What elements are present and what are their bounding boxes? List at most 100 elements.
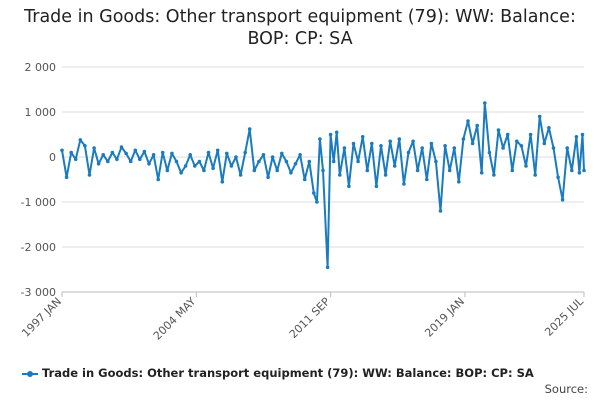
data-point[interactable] bbox=[411, 139, 415, 144]
data-point[interactable] bbox=[284, 159, 289, 164]
data-point[interactable] bbox=[197, 159, 202, 164]
data-point[interactable] bbox=[206, 150, 211, 155]
data-point[interactable] bbox=[234, 155, 238, 159]
data-point[interactable] bbox=[280, 151, 284, 156]
data-point[interactable] bbox=[215, 148, 220, 153]
data-point[interactable] bbox=[298, 153, 302, 157]
data-point[interactable] bbox=[374, 184, 379, 189]
data-point[interactable] bbox=[570, 168, 574, 173]
data-point[interactable] bbox=[524, 164, 528, 168]
data-point[interactable] bbox=[356, 159, 360, 164]
data-point[interactable] bbox=[406, 150, 411, 155]
data-point[interactable] bbox=[128, 159, 133, 164]
data-point[interactable] bbox=[438, 209, 443, 213]
data-point[interactable] bbox=[443, 144, 447, 148]
data-point[interactable] bbox=[577, 171, 582, 175]
data-point[interactable] bbox=[397, 137, 402, 141]
data-point[interactable] bbox=[434, 159, 438, 164]
data-point[interactable] bbox=[243, 150, 247, 155]
data-point[interactable] bbox=[392, 164, 397, 168]
data-point[interactable] bbox=[347, 184, 351, 189]
data-point[interactable] bbox=[470, 141, 475, 146]
data-point[interactable] bbox=[229, 164, 234, 168]
data-point[interactable] bbox=[78, 138, 83, 142]
data-point[interactable] bbox=[338, 173, 342, 177]
data-point[interactable] bbox=[188, 153, 192, 157]
data-point[interactable] bbox=[247, 127, 252, 131]
data-point[interactable] bbox=[270, 155, 275, 159]
data-point[interactable] bbox=[124, 151, 128, 156]
data-point[interactable] bbox=[257, 159, 261, 164]
data-point[interactable] bbox=[425, 177, 429, 182]
data-point[interactable] bbox=[487, 150, 492, 155]
data-point[interactable] bbox=[475, 123, 480, 128]
data-point[interactable] bbox=[87, 173, 92, 177]
data-point[interactable] bbox=[142, 149, 147, 154]
data-point[interactable] bbox=[73, 157, 78, 162]
data-point[interactable] bbox=[582, 168, 586, 173]
data-point[interactable] bbox=[183, 164, 188, 168]
data-point[interactable] bbox=[415, 168, 420, 173]
data-point[interactable] bbox=[556, 175, 560, 180]
data-point[interactable] bbox=[119, 145, 124, 149]
data-point[interactable] bbox=[519, 144, 524, 148]
data-point[interactable] bbox=[307, 159, 312, 164]
data-point[interactable] bbox=[160, 150, 165, 155]
data-point[interactable] bbox=[289, 171, 293, 175]
data-point[interactable] bbox=[106, 159, 110, 164]
data-point[interactable] bbox=[211, 166, 215, 171]
data-point[interactable] bbox=[505, 132, 510, 137]
data-point[interactable] bbox=[565, 146, 569, 150]
data-point[interactable] bbox=[331, 159, 336, 164]
data-point[interactable] bbox=[101, 153, 105, 157]
data-point[interactable] bbox=[275, 168, 280, 173]
data-point[interactable] bbox=[225, 151, 229, 156]
data-point[interactable] bbox=[560, 198, 565, 202]
data-point[interactable] bbox=[318, 137, 322, 141]
data-point[interactable] bbox=[266, 175, 270, 180]
data-point[interactable] bbox=[379, 144, 383, 148]
data-point[interactable] bbox=[238, 173, 243, 177]
data-point[interactable] bbox=[334, 130, 339, 135]
data-point[interactable] bbox=[147, 162, 151, 166]
data-point[interactable] bbox=[466, 119, 470, 123]
data-point[interactable] bbox=[64, 175, 69, 180]
data-point[interactable] bbox=[447, 168, 452, 173]
legend[interactable]: Trade in Goods: Other transport equipmen… bbox=[22, 366, 592, 380]
data-point[interactable] bbox=[328, 132, 333, 137]
data-point[interactable] bbox=[174, 159, 179, 164]
data-point[interactable] bbox=[115, 157, 119, 162]
data-point[interactable] bbox=[193, 164, 197, 168]
data-point[interactable] bbox=[574, 135, 579, 139]
data-point[interactable] bbox=[542, 141, 547, 146]
data-point[interactable] bbox=[312, 191, 316, 195]
data-point[interactable] bbox=[302, 177, 307, 182]
data-point[interactable] bbox=[138, 157, 142, 162]
data-point[interactable] bbox=[457, 180, 461, 184]
data-point[interactable] bbox=[528, 132, 533, 137]
data-point[interactable] bbox=[402, 182, 406, 186]
data-point[interactable] bbox=[325, 265, 330, 270]
data-point[interactable] bbox=[293, 162, 298, 166]
data-point[interactable] bbox=[461, 137, 466, 141]
data-point[interactable] bbox=[365, 168, 370, 173]
data-point[interactable] bbox=[537, 114, 542, 119]
data-point[interactable] bbox=[420, 146, 425, 150]
data-point[interactable] bbox=[580, 132, 585, 137]
data-point[interactable] bbox=[170, 151, 174, 156]
data-point[interactable] bbox=[496, 128, 501, 132]
data-point[interactable] bbox=[452, 146, 457, 150]
data-point[interactable] bbox=[342, 146, 347, 150]
data-point[interactable] bbox=[388, 139, 393, 144]
data-point[interactable] bbox=[69, 150, 73, 155]
data-point[interactable] bbox=[60, 148, 64, 153]
data-point[interactable] bbox=[547, 126, 551, 130]
data-point[interactable] bbox=[156, 177, 160, 182]
data-point[interactable] bbox=[370, 141, 374, 146]
data-point[interactable] bbox=[483, 101, 487, 105]
data-point[interactable] bbox=[533, 173, 537, 177]
data-point[interactable] bbox=[92, 146, 96, 150]
data-point[interactable] bbox=[515, 139, 519, 144]
data-point[interactable] bbox=[83, 144, 87, 148]
data-point[interactable] bbox=[315, 200, 319, 204]
